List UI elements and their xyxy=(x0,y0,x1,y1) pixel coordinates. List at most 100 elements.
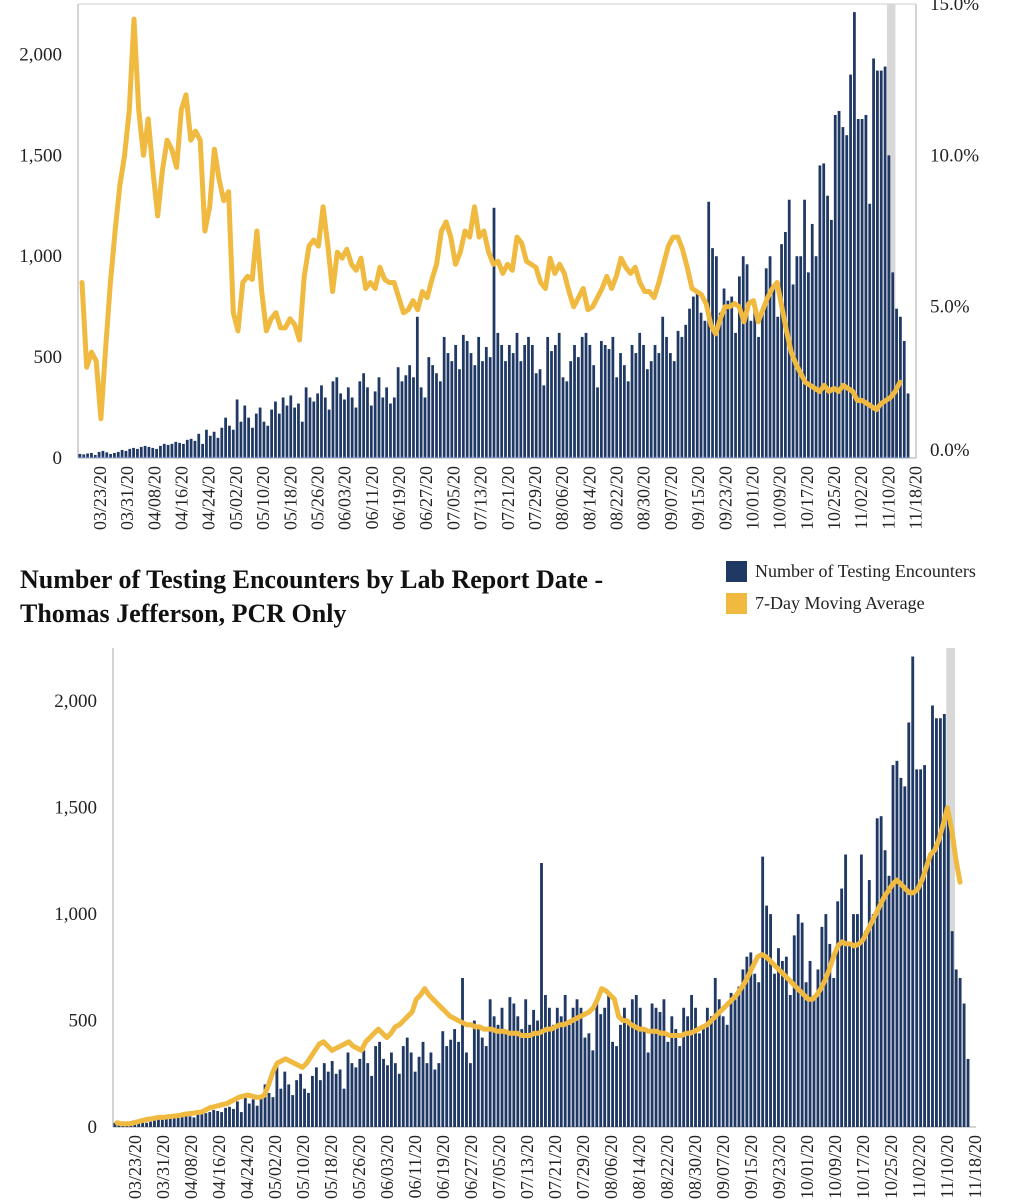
encounter-bar xyxy=(519,361,523,458)
positive-bar xyxy=(174,456,178,458)
encounter-bar xyxy=(500,345,504,458)
encounter-bar xyxy=(228,1106,231,1127)
encounter-bar xyxy=(833,114,837,458)
encounter-bar xyxy=(703,320,707,458)
positive-bar xyxy=(741,456,745,458)
positive-bar xyxy=(902,456,906,458)
positive-bar xyxy=(745,456,749,458)
encounter-bar xyxy=(243,1097,247,1127)
positive-bar xyxy=(611,456,615,458)
encounter-bar xyxy=(550,351,553,458)
encounter-bar xyxy=(946,807,950,1127)
encounter-bar xyxy=(927,858,930,1127)
encounter-bar xyxy=(542,385,546,458)
encounter-bar xyxy=(810,223,814,458)
encounter-bar xyxy=(176,1115,180,1127)
positive-bar xyxy=(389,456,392,458)
positive-bar xyxy=(726,456,730,458)
positive-bar xyxy=(461,456,465,458)
encounter-bar xyxy=(437,1063,441,1127)
encounter-bar xyxy=(761,308,764,458)
positive-bar xyxy=(622,456,626,458)
positive-bar xyxy=(630,456,634,458)
encounter-bar xyxy=(725,1024,729,1127)
encounter-bar xyxy=(409,1052,413,1127)
top-chart-panel: 0 500 1,000 1,500 2,000 0.0% 5.0% 10.0% 15.0% 03/… xyxy=(19,0,979,530)
encounter-bar xyxy=(262,421,266,458)
encounter-bar xyxy=(385,387,389,458)
encounter-bar xyxy=(358,381,362,458)
positive-bar xyxy=(864,456,868,458)
positive-bar xyxy=(323,456,327,458)
positive-bar xyxy=(780,456,783,458)
encounter-bar xyxy=(546,336,550,458)
encounter-bar xyxy=(879,70,883,458)
encounter-bar xyxy=(287,1084,291,1127)
positive-bar xyxy=(419,456,423,458)
encounter-bar xyxy=(654,1007,658,1127)
encounter-bar xyxy=(702,1024,705,1127)
positive-bar xyxy=(193,456,197,458)
encounter-bar xyxy=(327,409,331,458)
positive-bar xyxy=(607,456,611,458)
encounter-bar xyxy=(638,1007,642,1127)
encounter-bar xyxy=(615,1046,618,1127)
encounter-bar xyxy=(458,369,461,458)
x-tick-label: 04/16/20 xyxy=(209,1135,229,1199)
encounter-bar xyxy=(412,377,415,458)
encounter-bar xyxy=(863,931,867,1127)
encounter-bar xyxy=(931,705,934,1127)
encounter-bar xyxy=(721,1016,725,1127)
encounter-bar xyxy=(807,272,810,458)
encounter-bar xyxy=(715,256,718,458)
encounter-bar xyxy=(603,1007,607,1127)
encounter-bar xyxy=(523,345,527,458)
encounter-bar xyxy=(189,438,193,458)
encounter-bar xyxy=(591,1050,595,1127)
encounter-bar xyxy=(615,377,619,458)
encounter-bar xyxy=(326,1071,330,1127)
positive-bar xyxy=(530,456,534,458)
legend-item-encounters: Number of Testing Encounters xyxy=(726,555,976,587)
positive-bar xyxy=(592,456,596,458)
encounter-bar xyxy=(457,1041,460,1127)
encounter-bar xyxy=(634,353,638,458)
positive-bar xyxy=(312,456,316,458)
x-tick-label: 11/02/20 xyxy=(909,1135,929,1198)
encounter-bar xyxy=(220,427,224,458)
encounter-bar xyxy=(626,1020,630,1127)
positive-bar xyxy=(182,456,185,458)
encounter-bar xyxy=(820,926,824,1127)
positive-bar xyxy=(139,456,143,458)
positive-bar xyxy=(822,456,826,458)
encounter-bar xyxy=(674,1029,678,1127)
positive-bar xyxy=(450,456,454,458)
encounter-bar xyxy=(875,818,879,1127)
encounter-bar xyxy=(366,1063,370,1127)
positive-bar xyxy=(738,456,741,458)
positive-bar xyxy=(764,456,768,458)
encounter-bar xyxy=(729,992,733,1127)
encounter-bar xyxy=(682,1007,686,1127)
positive-bar xyxy=(90,456,93,458)
x-tick-label: 05/02/20 xyxy=(265,1135,285,1199)
encounter-bar xyxy=(390,1052,393,1127)
encounter-bar xyxy=(339,393,343,458)
positive-bar xyxy=(147,456,151,458)
x-tick-label: 06/19/20 xyxy=(433,1135,453,1199)
encounter-bar xyxy=(438,381,442,458)
encounter-bar xyxy=(504,1033,508,1127)
positive-bar xyxy=(327,456,331,458)
encounter-bar xyxy=(619,353,622,458)
encounter-bar xyxy=(312,401,316,458)
encounter-bar xyxy=(668,353,672,458)
encounter-bar xyxy=(694,1007,697,1127)
encounter-bar xyxy=(147,446,151,458)
encounter-bar xyxy=(366,387,369,458)
positive-bar xyxy=(266,456,270,458)
encounter-bar xyxy=(530,345,534,458)
positive-bar xyxy=(814,456,818,458)
encounter-bar xyxy=(255,1105,259,1127)
encounter-bar xyxy=(737,986,741,1127)
positive-bar xyxy=(906,456,910,458)
